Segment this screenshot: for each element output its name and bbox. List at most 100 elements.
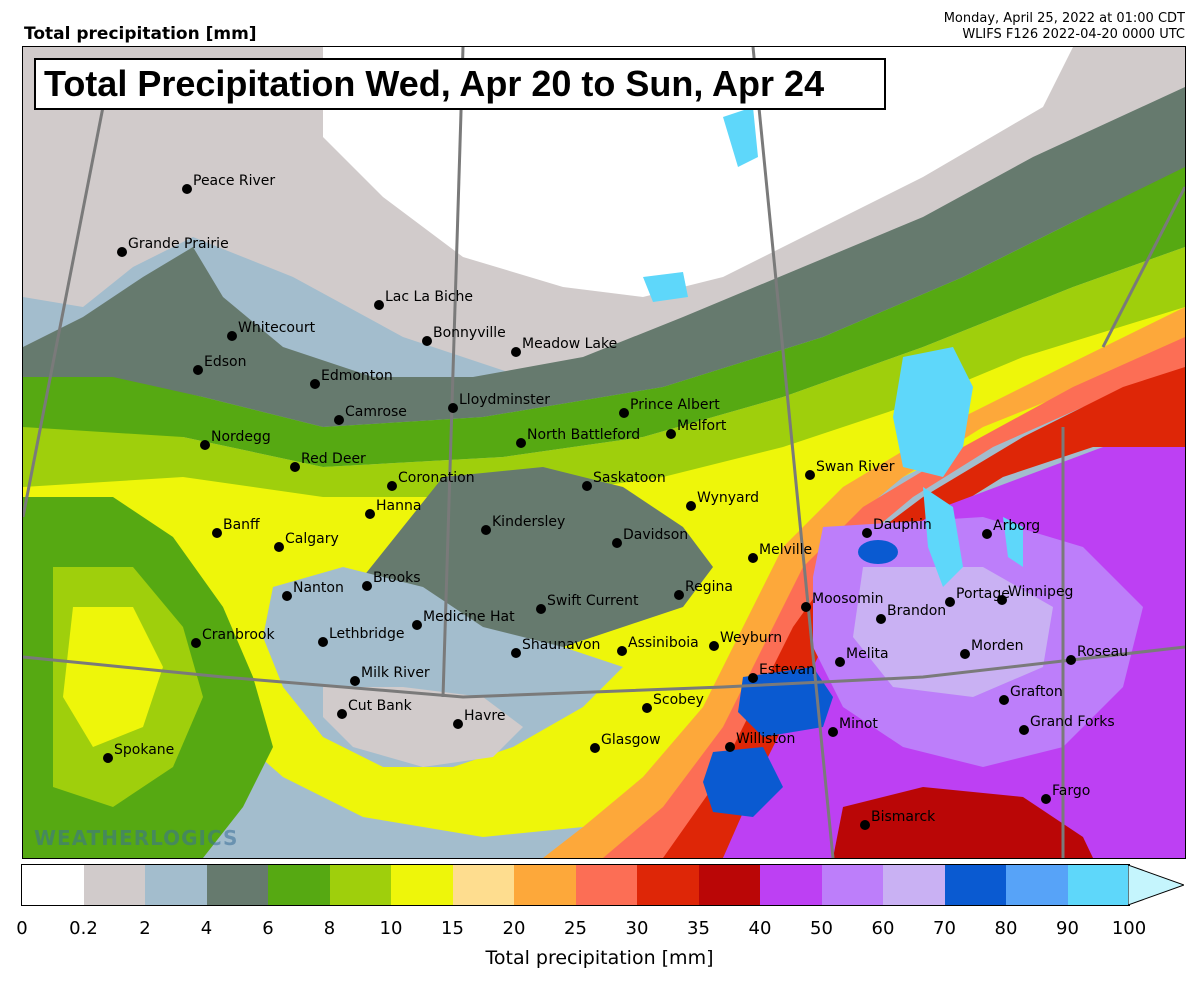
- color-bar-segment: [391, 865, 453, 905]
- color-bar-segment: [329, 865, 392, 905]
- city-label: Meadow Lake: [522, 336, 618, 352]
- city-label: Portage: [956, 586, 1010, 602]
- boundaries: [23, 47, 1185, 858]
- color-bar-segment: [452, 865, 515, 905]
- city-label: Prince Albert: [630, 397, 720, 413]
- city-dot-icon: [960, 649, 970, 659]
- color-bar-tick-label: 90: [1056, 918, 1079, 939]
- city-dot-icon: [448, 403, 458, 413]
- color-bar-tick-label: 4: [200, 918, 213, 939]
- city-label: Grafton: [1010, 684, 1063, 700]
- city-label: Glasgow: [601, 732, 661, 748]
- city-dot-icon: [876, 614, 886, 624]
- color-bar-tick-label: 8: [323, 918, 336, 939]
- city-dot-icon: [1066, 655, 1076, 665]
- city-label: Swan River: [816, 459, 895, 475]
- color-bar-segment: [514, 865, 576, 905]
- city-label: Camrose: [345, 404, 407, 420]
- color-bar-tick-label: 0: [16, 918, 28, 939]
- city-dot-icon: [290, 462, 300, 472]
- color-bar-segment: [821, 865, 884, 905]
- city-label: Melville: [759, 542, 813, 558]
- variable-header: Total precipitation [mm]: [24, 24, 257, 44]
- city-dot-icon: [999, 695, 1009, 705]
- color-bar-segment: [575, 865, 638, 905]
- city-dot-icon: [191, 638, 201, 648]
- city-dot-icon: [674, 590, 684, 600]
- watermark-logo: WEATHERLOGICS: [34, 826, 239, 850]
- city-dot-icon: [835, 657, 845, 667]
- city-dot-icon: [582, 481, 592, 491]
- city-label: Lloydminster: [459, 392, 550, 408]
- city-label: Melita: [846, 646, 889, 662]
- city-dot-icon: [274, 542, 284, 552]
- color-bar-segment: [944, 865, 1007, 905]
- color-bar-segment: [1006, 865, 1068, 905]
- city-dot-icon: [227, 331, 237, 341]
- city-dot-icon: [617, 646, 627, 656]
- city-label: Whitecourt: [238, 320, 316, 336]
- color-bar-tick-label: 40: [748, 918, 772, 939]
- alberta-sask-border: [441, 47, 465, 698]
- city-label: Swift Current: [547, 593, 639, 609]
- model-run-text: WLIFS F126 2022-04-20 0000 UTC: [962, 27, 1185, 42]
- color-bar-tick-label: 10: [379, 918, 403, 939]
- city-dot-icon: [612, 538, 622, 548]
- city-label: Winnipeg: [1008, 584, 1074, 600]
- city-dot-icon: [801, 602, 811, 612]
- color-bar-tick-label: 2: [139, 918, 151, 939]
- city-dot-icon: [374, 300, 384, 310]
- shade-35-40mm-south: [833, 787, 1093, 858]
- color-bar-arrow-icon: [1128, 865, 1184, 905]
- city-dot-icon: [200, 440, 210, 450]
- city-dot-icon: [619, 408, 629, 418]
- city-dot-icon: [422, 336, 432, 346]
- city-dot-icon: [997, 595, 1007, 605]
- city-dot-icon: [982, 529, 992, 539]
- city-dot-icon: [103, 753, 113, 763]
- shade-70-80mm-williston: [703, 747, 783, 817]
- city-label: Lethbridge: [329, 626, 405, 642]
- city-dot-icon: [212, 528, 222, 538]
- city-dot-icon: [453, 719, 463, 729]
- color-bar-segment: [83, 865, 146, 905]
- city-dot-icon: [748, 673, 758, 683]
- city-label: Dauphin: [873, 517, 932, 533]
- city-label: Minot: [839, 716, 878, 732]
- city-label: Brandon: [887, 603, 947, 619]
- city-label: Arborg: [993, 518, 1041, 534]
- city-dot-icon: [590, 743, 600, 753]
- city-label: Edson: [204, 354, 247, 370]
- color-bar-segment: [1067, 865, 1130, 905]
- run-info: Monday, April 25, 2022 at 01:00 CDT WLIF…: [944, 11, 1185, 43]
- city-label: Lac La Biche: [385, 289, 474, 305]
- precipitation-map: [22, 46, 1186, 859]
- lake-north-2: [643, 272, 688, 302]
- color-bar: [21, 864, 1130, 906]
- city-label: Melfort: [677, 418, 727, 434]
- city-dot-icon: [686, 501, 696, 511]
- city-label: North Battleford: [527, 427, 641, 443]
- color-bar-segment: [206, 865, 269, 905]
- sask-manitoba-border: [751, 47, 835, 858]
- city-label: Williston: [736, 731, 796, 747]
- city-label: Shaunavon: [522, 637, 601, 653]
- lake-winnipeg: [893, 347, 973, 477]
- color-bar-tick-label: 50: [810, 918, 833, 939]
- color-bar-segment: [22, 865, 84, 905]
- city-dot-icon: [642, 703, 652, 713]
- city-dot-icon: [945, 597, 955, 607]
- color-bar-tick-label: 20: [502, 918, 526, 939]
- city-label: Medicine Hat: [423, 609, 515, 625]
- city-dot-icon: [511, 648, 521, 658]
- city-label: Nordegg: [211, 429, 271, 445]
- precipitation-field: [23, 47, 1185, 858]
- shade-0.2-2mm-patch: [323, 687, 523, 767]
- city-label: Kindersley: [492, 514, 566, 530]
- city-label: Cut Bank: [348, 698, 412, 714]
- city-label: Bismarck: [871, 809, 936, 825]
- city-label: Hanna: [376, 498, 422, 514]
- valid-time-text: Monday, April 25, 2022 at 01:00 CDT: [943, 11, 1185, 26]
- city-dot-icon: [481, 525, 491, 535]
- city-dot-icon: [365, 509, 375, 519]
